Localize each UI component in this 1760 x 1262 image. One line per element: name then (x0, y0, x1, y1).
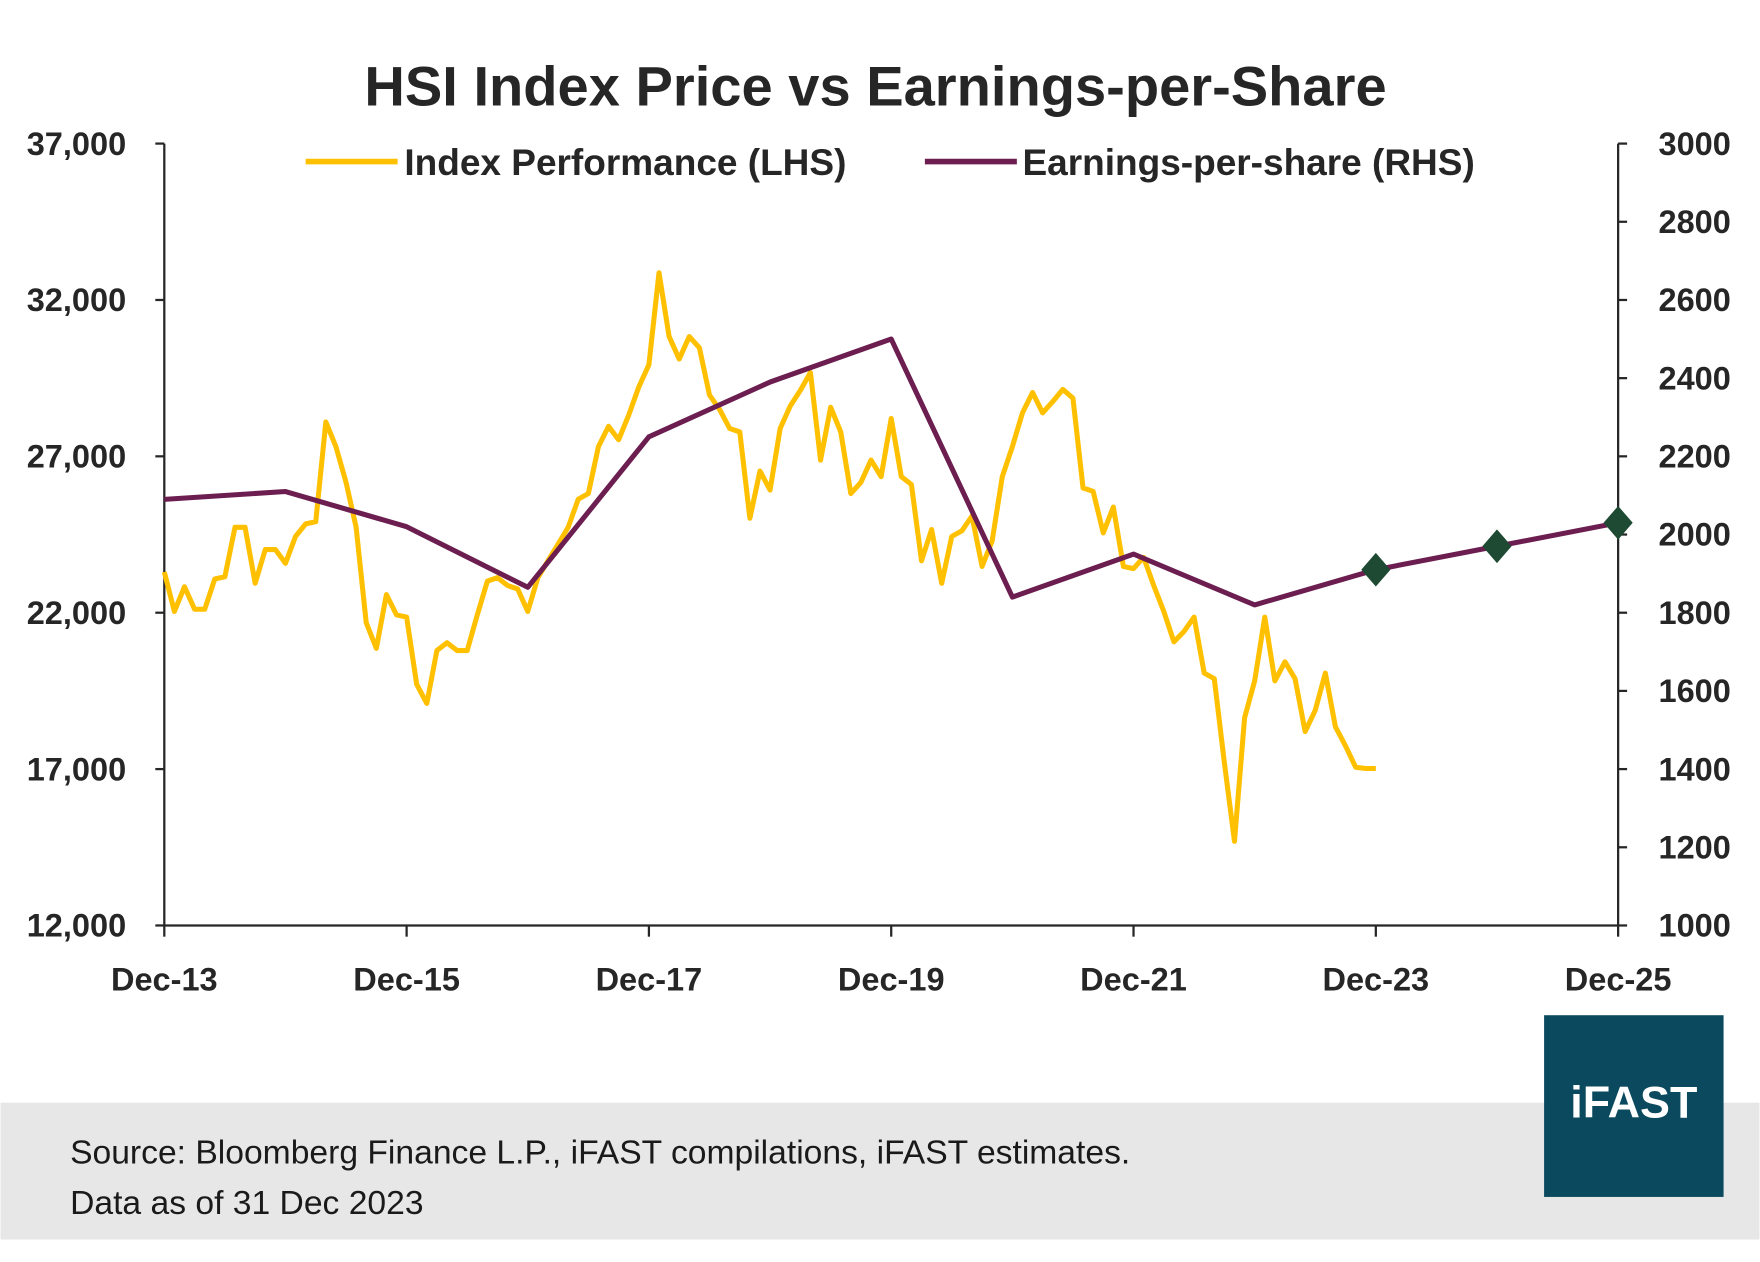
right-tick-label: 1600 (1659, 673, 1731, 709)
ifast-logo: iFAST (1544, 1015, 1724, 1197)
footer-band (0, 1102, 1760, 1240)
legend: Index Performance (LHS) Earnings-per-sha… (305, 141, 1475, 183)
x-tick-label: Dec-21 (1080, 962, 1187, 998)
right-tick-label: 2200 (1659, 439, 1731, 475)
x-tick-label: Dec-25 (1565, 962, 1672, 998)
logo-box (1544, 1015, 1724, 1197)
index-performance-line (161, 270, 1376, 844)
right-tick-label: 2000 (1659, 517, 1731, 553)
x-tick-label: Dec-15 (353, 962, 460, 998)
legend-label-eps: Earnings-per-share (RHS) (1022, 141, 1474, 183)
right-tick-label: 1000 (1659, 908, 1731, 944)
source-note: Source: Bloomberg Finance L.P., iFAST co… (70, 1134, 1130, 1171)
right-tick-label: 1800 (1659, 595, 1731, 631)
left-tick-label: 17,000 (27, 751, 126, 787)
logo-text: iFAST (1570, 1076, 1697, 1127)
right-tick-label: 3000 (1659, 126, 1731, 162)
right-tick-label: 2600 (1659, 282, 1731, 318)
left-tick-label: 27,000 (27, 439, 126, 475)
left-tick-label: 22,000 (27, 595, 126, 631)
data-date-note: Data as of 31 Dec 2023 (70, 1185, 423, 1222)
left-tick-label: 12,000 (27, 908, 126, 944)
x-tick-label: Dec-23 (1322, 962, 1429, 998)
chart-title: HSI Index Price vs Earnings-per-Share (364, 54, 1386, 117)
x-tick-label: Dec-19 (838, 962, 945, 998)
x-tick-label: Dec-13 (111, 962, 218, 998)
x-tick-label: Dec-17 (596, 962, 703, 998)
right-tick-label: 1400 (1659, 751, 1731, 787)
legend-label-index: Index Performance (LHS) (404, 141, 846, 183)
left-tick-label: 32,000 (27, 282, 126, 318)
left-tick-label: 37,000 (27, 126, 126, 162)
right-tick-label: 2800 (1659, 204, 1731, 240)
right-tick-label: 2400 (1659, 360, 1731, 396)
right-tick-label: 1200 (1659, 829, 1731, 865)
